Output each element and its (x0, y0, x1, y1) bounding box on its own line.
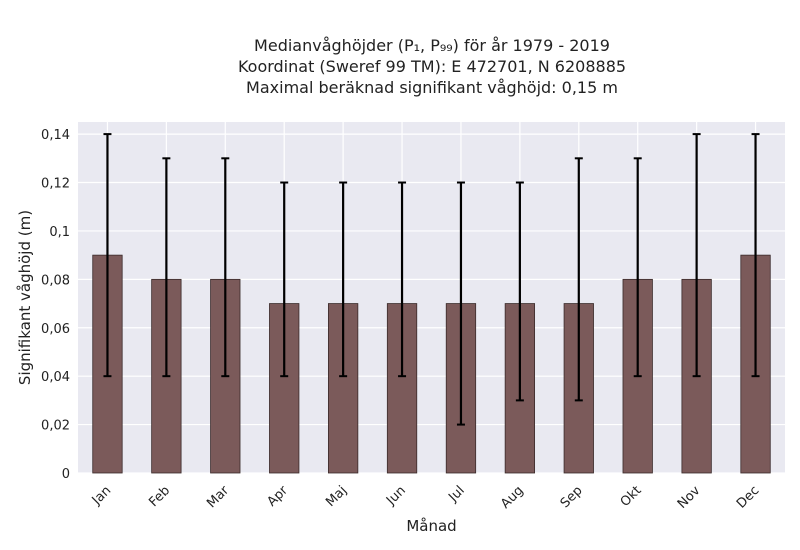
x-axis-label: Månad (406, 517, 456, 535)
x-tick-label: Apr (265, 483, 292, 510)
y-tick-label: 0,14 (41, 128, 70, 143)
x-tick-label: Aug (498, 483, 527, 512)
x-tick-label: Jun (383, 483, 409, 509)
chart-title-line: Koordinat (Sweref 99 TM): E 472701, N 62… (238, 57, 626, 76)
x-tick-label: Mar (204, 483, 232, 511)
x-tick-label: Nov (675, 483, 704, 512)
y-tick-label: 0,12 (41, 177, 70, 192)
y-tick-label: 0 (62, 467, 70, 482)
x-tick-label: Maj (323, 483, 350, 510)
x-tick-label: Dec (734, 483, 762, 511)
x-tick-label: Feb (146, 483, 173, 510)
y-tick-label: 0,08 (41, 273, 70, 288)
y-tick-label: 0,1 (49, 225, 70, 240)
x-tick-label: Okt (618, 483, 645, 510)
y-tick-label: 0,04 (41, 370, 70, 385)
bar (269, 303, 300, 474)
bar (327, 303, 359, 474)
plot-area (78, 122, 785, 473)
x-tick-label: Sep (558, 483, 586, 511)
x-tick-label: Jul (445, 483, 467, 505)
x-tick-label: Jan (89, 483, 114, 508)
y-tick-label: 0,02 (41, 419, 70, 434)
chart-title-line: Maximal beräknad signifikant våghöjd: 0,… (246, 78, 618, 97)
y-tick-label: 0,06 (41, 322, 70, 337)
chart-title-line: Medianvåghöjder (P₁, P₉₉) för år 1979 - … (254, 36, 610, 55)
y-axis-label: Signifikant våghöjd (m) (16, 210, 34, 385)
